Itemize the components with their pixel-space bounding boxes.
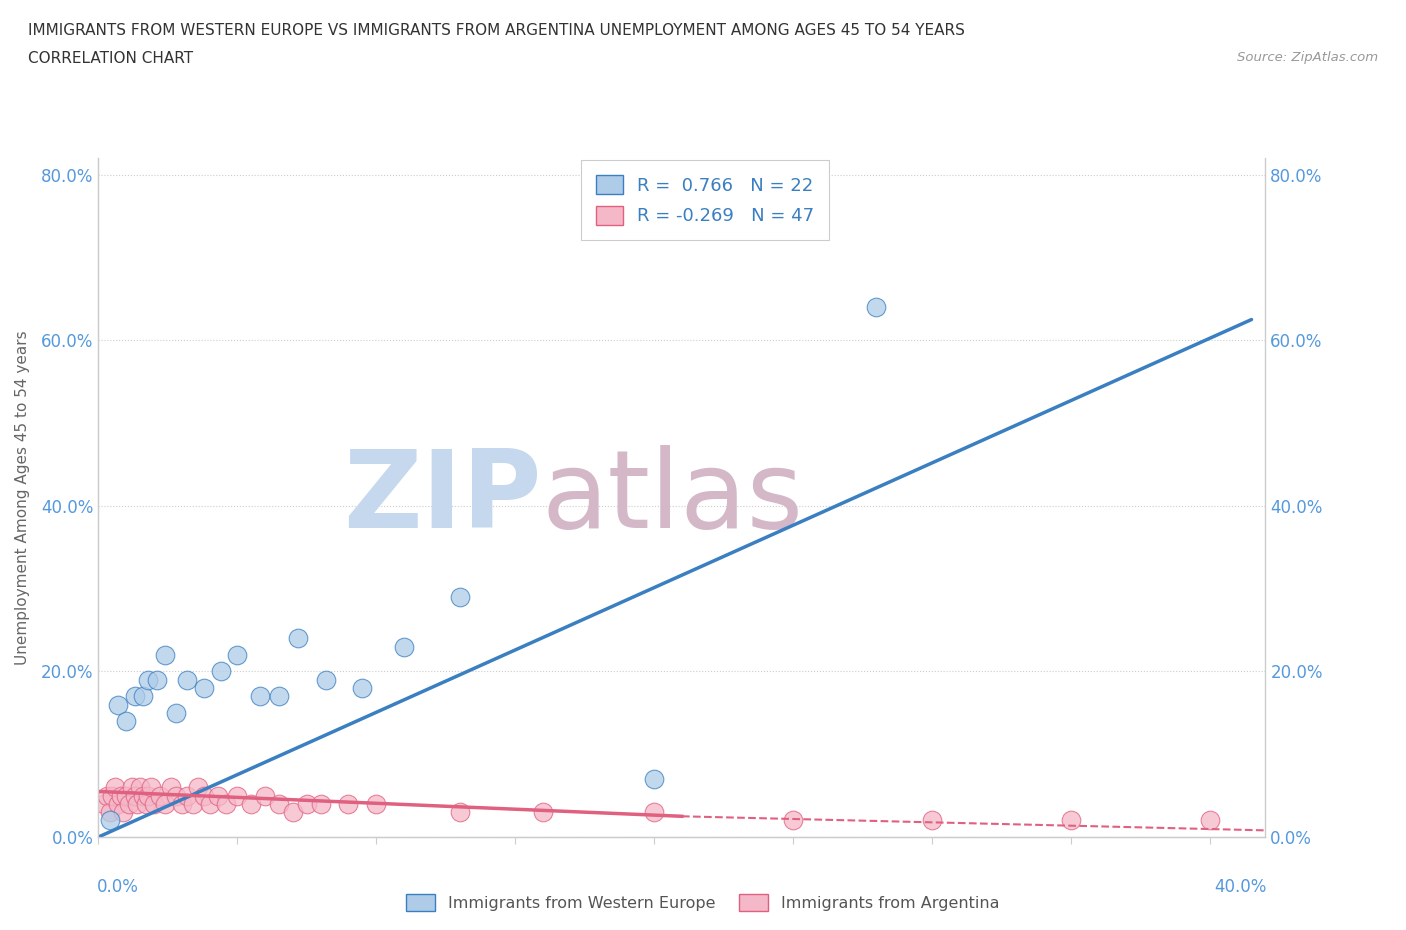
Point [181,796,204,811]
Point [118,796,141,811]
Point [226,788,249,803]
Point [138,672,160,687]
Point [643,772,665,787]
Point [352,681,374,696]
Point [176,672,198,687]
Text: IMMIGRANTS FROM WESTERN EUROPE VS IMMIGRANTS FROM ARGENTINA UNEMPLOYMENT AMONG A: IMMIGRANTS FROM WESTERN EUROPE VS IMMIGR… [28,23,965,38]
Point [127,796,149,811]
Point [96,788,118,803]
Point [159,780,181,795]
Point [107,796,129,811]
Text: Source: ZipAtlas.com: Source: ZipAtlas.com [1237,51,1378,64]
Point [165,705,187,720]
Point [141,780,163,795]
Legend: R =  0.766   N = 22, R = -0.269   N = 47: R = 0.766 N = 22, R = -0.269 N = 47 [582,160,830,240]
Point [240,796,263,811]
Point [112,804,135,819]
Point [124,689,146,704]
Point [309,796,332,811]
Point [170,796,193,811]
Point [281,804,304,819]
Point [392,639,415,654]
Point [115,713,138,728]
Point [267,689,290,704]
Point [315,672,337,687]
Point [267,796,290,811]
Point [110,788,132,803]
Point [187,780,209,795]
Point [207,788,229,803]
Point [198,796,221,811]
Point [1198,813,1220,828]
Point [531,804,554,819]
Point [98,804,121,819]
Point [132,689,155,704]
Point [129,780,152,795]
Point [153,796,176,811]
Text: ZIP: ZIP [343,445,541,551]
Point [93,796,115,811]
Point [115,788,138,803]
Y-axis label: Unemployment Among Ages 45 to 54 years: Unemployment Among Ages 45 to 54 years [15,330,30,665]
Point [643,804,665,819]
Point [101,788,124,803]
Point [148,788,170,803]
Point [121,780,143,795]
Text: 0.0%: 0.0% [97,878,139,896]
Point [254,788,277,803]
Text: 40.0%: 40.0% [1215,878,1267,896]
Point [337,796,360,811]
Point [249,689,271,704]
Point [366,796,388,811]
Point [215,796,238,811]
Point [146,672,169,687]
Point [449,590,471,604]
Point [138,788,160,803]
Point [865,299,887,314]
Point [135,796,157,811]
Point [921,813,943,828]
Text: atlas: atlas [541,445,804,551]
Point [193,788,215,803]
Point [449,804,471,819]
Point [193,681,215,696]
Point [782,813,804,828]
Point [124,788,146,803]
Point [176,788,198,803]
Point [107,698,129,712]
Point [295,796,318,811]
Point [153,647,176,662]
Point [143,796,166,811]
Point [226,647,249,662]
Point [1060,813,1083,828]
Text: CORRELATION CHART: CORRELATION CHART [28,51,193,66]
Point [98,813,121,828]
Point [209,664,232,679]
Point [132,788,155,803]
Point [287,631,309,645]
Legend: Immigrants from Western Europe, Immigrants from Argentina: Immigrants from Western Europe, Immigran… [401,888,1005,917]
Point [165,788,187,803]
Point [104,780,127,795]
